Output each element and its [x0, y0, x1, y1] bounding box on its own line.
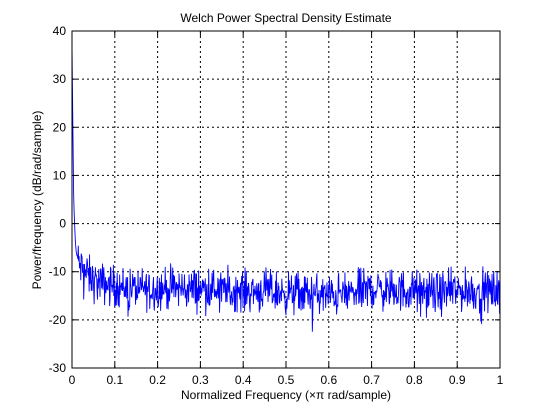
x-tick-label: 0.2	[149, 373, 166, 387]
psd-series-line	[71, 45, 501, 332]
x-tick-label: 0.9	[449, 373, 466, 387]
y-axis-label: Power/frequency (dB/rad/sample)	[30, 111, 44, 290]
y-tick-label: 0	[59, 217, 66, 231]
x-tick-label: 0.3	[192, 373, 209, 387]
x-tick-label: 0.4	[235, 373, 252, 387]
x-tick-label: 0.8	[406, 373, 423, 387]
y-tick-label: 30	[53, 72, 67, 86]
y-tick-label: -30	[49, 361, 67, 375]
y-tick-label: 20	[53, 120, 67, 134]
x-tick-label: 0.7	[363, 373, 380, 387]
y-tick-label: -20	[49, 313, 67, 327]
chart-title: Welch Power Spectral Density Estimate	[180, 11, 392, 25]
y-tick-label: 10	[53, 168, 67, 182]
y-tick-label: -10	[49, 265, 67, 279]
plot-area: 0 0.1 0.2 0.3 0.4 0.5 0.6 0.7 0.8 0.9 1 -30 -20 -10 0 1…	[49, 24, 504, 387]
x-axis-label: Normalized Frequency (×π rad/sample)	[181, 388, 391, 402]
x-tick-label: 0.6	[320, 373, 337, 387]
x-tick-label: 0	[69, 373, 76, 387]
y-tick-label: 40	[53, 24, 67, 38]
x-tick-label: 0.5	[278, 373, 295, 387]
x-tick-label: 0.1	[106, 373, 123, 387]
x-tick-label: 1	[497, 373, 504, 387]
